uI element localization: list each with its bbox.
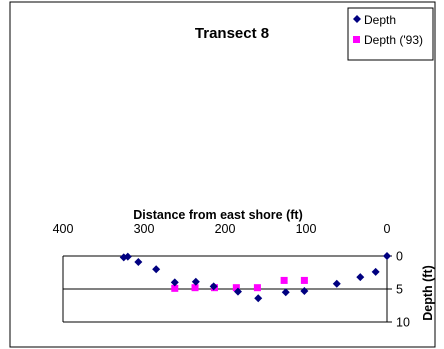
depth-point xyxy=(281,288,290,297)
x-tick-labels: 400 300 200 100 0 xyxy=(53,222,391,236)
y-tick-label: 5 xyxy=(396,283,403,297)
depth-93-point xyxy=(191,284,199,292)
y-tick-label: 10 xyxy=(396,316,410,330)
depth-point xyxy=(254,294,263,303)
plot-area xyxy=(62,252,392,323)
x-tick-label: 300 xyxy=(134,222,155,236)
legend-box xyxy=(347,7,434,61)
depth-93-point xyxy=(300,276,308,284)
depth-point xyxy=(152,265,161,274)
y-tick-labels: 0 5 10 xyxy=(396,250,410,330)
x-tick-label: 400 xyxy=(53,222,74,236)
depth-point xyxy=(332,279,341,288)
depth-point xyxy=(300,286,309,295)
legend-square-marker xyxy=(353,36,360,43)
x-tick-label: 100 xyxy=(296,222,317,236)
legend: Depth Depth ('93) xyxy=(347,7,434,61)
depth-point xyxy=(119,253,128,262)
depth-93-point xyxy=(280,276,288,284)
x-axis-title: Distance from east shore (ft) xyxy=(133,208,302,222)
depth-point xyxy=(371,267,380,276)
depth-point xyxy=(134,257,143,266)
depth-point xyxy=(233,287,242,296)
y-tick-label: 0 xyxy=(396,250,403,264)
depth-point xyxy=(170,278,179,287)
legend-diamond-marker xyxy=(353,15,361,23)
depth-93-point xyxy=(171,284,179,292)
depth-93-point xyxy=(232,284,240,292)
x-tick-label: 0 xyxy=(384,222,391,236)
depth-point xyxy=(356,273,365,282)
depth-point xyxy=(383,252,391,260)
legend-label-depth-93: Depth ('93) xyxy=(364,33,423,47)
y-axis-title: Depth (ft) xyxy=(421,265,435,321)
depth-point xyxy=(191,277,200,286)
x-tick-label: 200 xyxy=(215,222,236,236)
depth-93-point xyxy=(253,284,261,292)
chart-title: Transect 8 xyxy=(195,25,269,42)
legend-label-depth: Depth xyxy=(364,13,396,27)
depth-point xyxy=(209,282,218,291)
